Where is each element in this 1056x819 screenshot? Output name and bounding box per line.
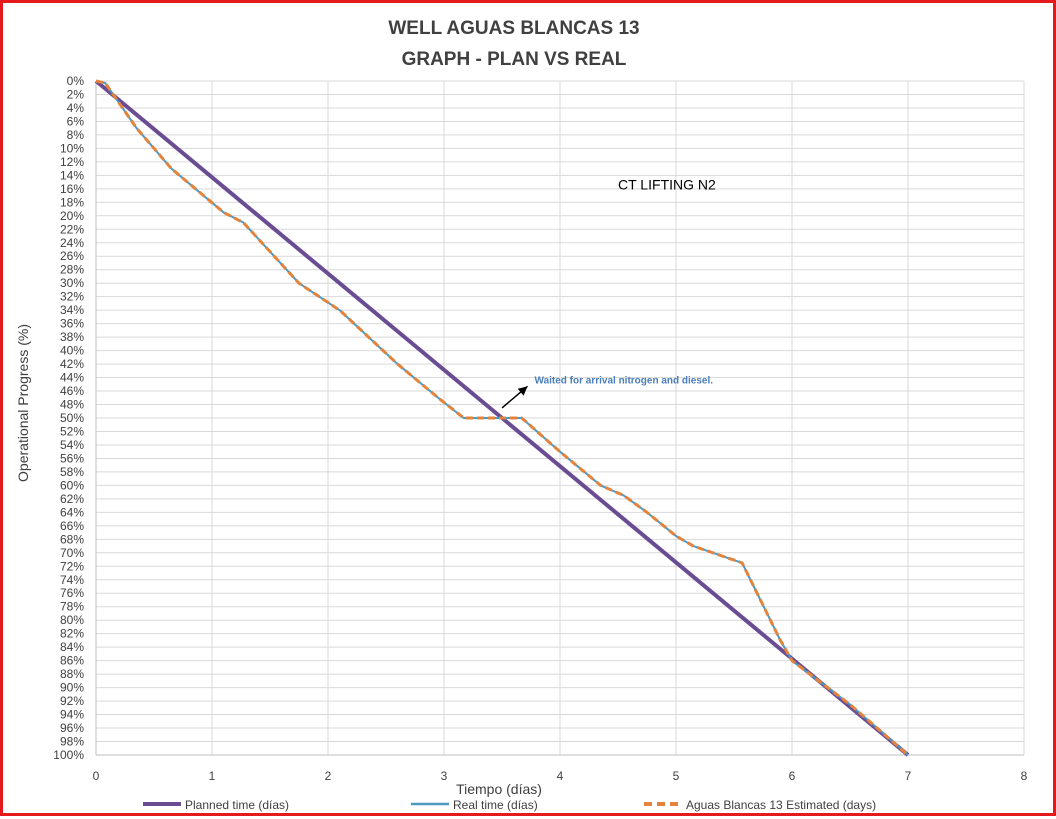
y-tick-label: 26%	[60, 249, 84, 263]
y-tick-label: 14%	[60, 168, 84, 182]
y-axis-label: Operational Progress (%)	[15, 324, 31, 482]
y-tick-label: 86%	[60, 654, 84, 668]
y-tick-label: 78%	[60, 600, 84, 614]
y-tick-label: 70%	[60, 546, 84, 560]
y-tick-label: 76%	[60, 586, 84, 600]
y-tick-label: 20%	[60, 209, 84, 223]
chart-svg: 0%2%4%6%8%10%12%14%16%18%20%22%24%26%28%…	[15, 18, 1028, 812]
y-tick-label: 58%	[60, 465, 84, 479]
y-tick-label: 100%	[53, 748, 84, 762]
y-tick-label: 22%	[60, 222, 84, 236]
y-tick-label: 34%	[60, 303, 84, 317]
y-tick-label: 24%	[60, 236, 84, 250]
y-tick-label: 16%	[60, 182, 84, 196]
y-tick-label: 84%	[60, 640, 84, 654]
y-tick-label: 12%	[60, 155, 84, 169]
x-tick-label: 0	[93, 769, 100, 783]
legend: Planned time (días) Real time (días) Aguas…	[143, 798, 876, 812]
y-tick-label: 46%	[60, 384, 84, 398]
annotation-waited: Waited for arrival nitrogen and diesel.	[534, 376, 713, 387]
y-tick-label: 4%	[67, 101, 85, 115]
y-tick-label: 32%	[60, 290, 84, 304]
y-tick-label: 54%	[60, 438, 84, 452]
y-tick-label: 72%	[60, 559, 84, 573]
x-tick-label: 1	[209, 769, 216, 783]
y-tick-label: 66%	[60, 519, 84, 533]
y-tick-label: 62%	[60, 492, 84, 506]
y-tick-label: 90%	[60, 681, 84, 695]
y-tick-label: 80%	[60, 613, 84, 627]
y-tick-label: 88%	[60, 667, 84, 681]
x-tick-label: 3	[441, 769, 448, 783]
y-tick-label: 74%	[60, 573, 84, 587]
y-tick-label: 60%	[60, 478, 84, 492]
y-tick-label: 8%	[67, 128, 85, 142]
y-tick-label: 56%	[60, 451, 84, 465]
y-tick-label: 0%	[67, 74, 85, 88]
series-line-3	[95, 79, 909, 757]
y-tick-label: 94%	[60, 708, 84, 722]
chart-subtitle: GRAPH - PLAN VS REAL	[402, 49, 627, 70]
y-tick-label: 96%	[60, 721, 84, 735]
y-tick-label: 28%	[60, 263, 84, 277]
y-tick-label: 98%	[60, 735, 84, 749]
series-layer	[94, 79, 910, 757]
axis-layer: 0%2%4%6%8%10%12%14%16%18%20%22%24%26%28%…	[53, 74, 1027, 783]
grid-layer	[95, 80, 1025, 756]
legend-label-3: Aguas Blancas 13 Estimated (days)	[686, 798, 876, 812]
y-tick-label: 38%	[60, 330, 84, 344]
y-tick-label: 44%	[60, 371, 84, 385]
y-tick-label: 18%	[60, 195, 84, 209]
annotation-layer: CT LIFTING N2 Waited for arrival nitrogen…	[501, 176, 716, 409]
y-tick-label: 68%	[60, 532, 84, 546]
x-tick-label: 8	[1021, 769, 1028, 783]
y-tick-label: 10%	[60, 141, 84, 155]
legend-label-2: Real time (días)	[453, 798, 538, 812]
y-tick-label: 40%	[60, 344, 84, 358]
y-tick-label: 30%	[60, 276, 84, 290]
y-tick-label: 48%	[60, 398, 84, 412]
y-tick-label: 6%	[67, 114, 85, 128]
y-tick-label: 64%	[60, 505, 84, 519]
y-tick-label: 92%	[60, 694, 84, 708]
y-tick-label: 42%	[60, 357, 84, 371]
y-tick-label: 2%	[67, 87, 85, 101]
y-tick-label: 36%	[60, 317, 84, 331]
x-tick-label: 6	[789, 769, 796, 783]
legend-label-1: Planned time (días)	[185, 798, 289, 812]
x-tick-label: 5	[673, 769, 680, 783]
y-tick-label: 82%	[60, 627, 84, 641]
annotation-ct-lifting: CT LIFTING N2	[618, 176, 716, 192]
annotation-arrow-head	[517, 386, 528, 396]
x-tick-label: 7	[905, 769, 912, 783]
y-tick-label: 50%	[60, 411, 84, 425]
x-tick-label: 4	[557, 769, 564, 783]
chart-title: WELL AGUAS BLANCAS 13	[388, 18, 639, 39]
text-layer: WELL AGUAS BLANCAS 13 GRAPH - PLAN VS RE…	[15, 18, 640, 797]
y-tick-label: 52%	[60, 424, 84, 438]
x-tick-label: 2	[325, 769, 332, 783]
x-axis-label: Tiempo (días)	[456, 781, 542, 797]
